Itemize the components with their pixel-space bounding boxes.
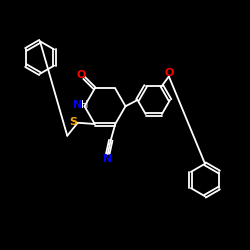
Text: H: H [82, 100, 89, 110]
Text: N: N [103, 154, 112, 164]
Text: O: O [76, 70, 86, 80]
Text: S: S [70, 117, 78, 127]
Text: O: O [165, 68, 174, 78]
Text: N: N [73, 100, 82, 110]
